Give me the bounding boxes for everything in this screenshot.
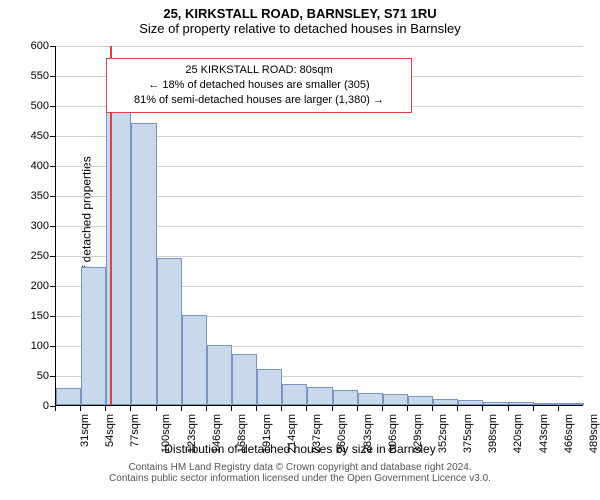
bar (307, 387, 332, 405)
bar (157, 258, 182, 405)
x-tick-label: 214sqm (286, 414, 298, 453)
x-tick-label: 398sqm (487, 414, 499, 453)
x-tick-mark (332, 406, 333, 411)
bar (257, 369, 282, 405)
bar (433, 399, 458, 405)
x-tick-mark (80, 406, 81, 411)
y-tick-label: 600 (31, 40, 49, 52)
x-tick-mark (105, 406, 106, 411)
x-tick-label: 260sqm (337, 414, 349, 453)
x-tick-label: 420sqm (513, 414, 525, 453)
x-tick-label: 123sqm (186, 414, 198, 453)
x-tick-label: 375sqm (462, 414, 474, 453)
y-tick-label: 400 (31, 160, 49, 172)
chart-container: Number of detached properties 0501001502… (0, 40, 600, 438)
y-tick-label: 200 (31, 280, 49, 292)
bar (408, 396, 433, 405)
x-tick-mark (181, 406, 182, 411)
y-tick-label: 150 (31, 310, 49, 322)
x-tick-mark (382, 406, 383, 411)
x-tick-label: 489sqm (588, 414, 600, 453)
bar (559, 403, 584, 405)
x-tick-mark (558, 406, 559, 411)
x-tick-label: 146sqm (211, 414, 223, 453)
x-tick-label: 466sqm (563, 414, 575, 453)
x-tick-mark (407, 406, 408, 411)
y-tick-label: 550 (31, 70, 49, 82)
x-tick-mark (432, 406, 433, 411)
y-tick-label: 50 (37, 370, 49, 382)
annotation-box: 25 KIRKSTALL ROAD: 80sqm← 18% of detache… (106, 58, 412, 113)
bar (182, 315, 207, 405)
bar (509, 402, 534, 405)
x-tick-mark (156, 406, 157, 411)
plot-area: 25 KIRKSTALL ROAD: 80sqm← 18% of detache… (55, 46, 583, 406)
x-tick-mark (482, 406, 483, 411)
bar (458, 400, 483, 405)
bar (81, 267, 106, 405)
y-tick-label: 450 (31, 130, 49, 142)
x-tick-label: 100sqm (161, 414, 173, 453)
y-tick-label: 300 (31, 220, 49, 232)
x-tick-label: 443sqm (538, 414, 550, 453)
x-tick-label: 31sqm (79, 414, 91, 447)
y-tick-label: 500 (31, 100, 49, 112)
x-tick-mark (231, 406, 232, 411)
y-axis-ticks: 050100150200250300350400450500550600 (0, 46, 55, 406)
bar (207, 345, 232, 405)
x-tick-label: 237sqm (311, 414, 323, 453)
x-tick-label: 191sqm (261, 414, 273, 453)
annotation-line-1: 25 KIRKSTALL ROAD: 80sqm (115, 63, 403, 78)
x-tick-mark (508, 406, 509, 411)
x-tick-mark (457, 406, 458, 411)
x-tick-mark (357, 406, 358, 411)
annotation-line-3: 81% of semi-detached houses are larger (… (115, 93, 403, 108)
x-tick-label: 352sqm (437, 414, 449, 453)
x-tick-mark (306, 406, 307, 411)
x-tick-mark (206, 406, 207, 411)
bar (131, 123, 156, 405)
x-tick-label: 329sqm (412, 414, 424, 453)
x-axis-ticks: 31sqm 54sqm 77sqm 100sqm 123sqm 146sqm 168sqm 1… (55, 406, 583, 476)
page-title-line2: Size of property relative to detached ho… (0, 21, 600, 40)
y-tick-label: 250 (31, 250, 49, 262)
gridline (56, 46, 583, 47)
bar (56, 388, 81, 405)
x-tick-mark (130, 406, 131, 411)
bar (358, 393, 383, 405)
y-tick-label: 100 (31, 340, 49, 352)
x-tick-label: 168sqm (236, 414, 248, 453)
x-tick-label: 283sqm (362, 414, 374, 453)
annotation-line-2: ← 18% of detached houses are smaller (30… (115, 78, 403, 93)
bar (483, 402, 508, 405)
bar (534, 403, 559, 405)
x-tick-label: 54sqm (104, 414, 116, 447)
x-tick-mark (55, 406, 56, 411)
x-tick-mark (256, 406, 257, 411)
page-title-line1: 25, KIRKSTALL ROAD, BARNSLEY, S71 1RU (0, 0, 600, 21)
y-tick-label: 350 (31, 190, 49, 202)
bar (282, 384, 307, 405)
x-tick-mark (281, 406, 282, 411)
bar (383, 394, 408, 405)
bar (232, 354, 257, 405)
x-tick-label: 77sqm (129, 414, 141, 447)
x-tick-label: 306sqm (387, 414, 399, 453)
bar (333, 390, 358, 405)
x-tick-mark (533, 406, 534, 411)
y-tick-label: 0 (43, 400, 49, 412)
